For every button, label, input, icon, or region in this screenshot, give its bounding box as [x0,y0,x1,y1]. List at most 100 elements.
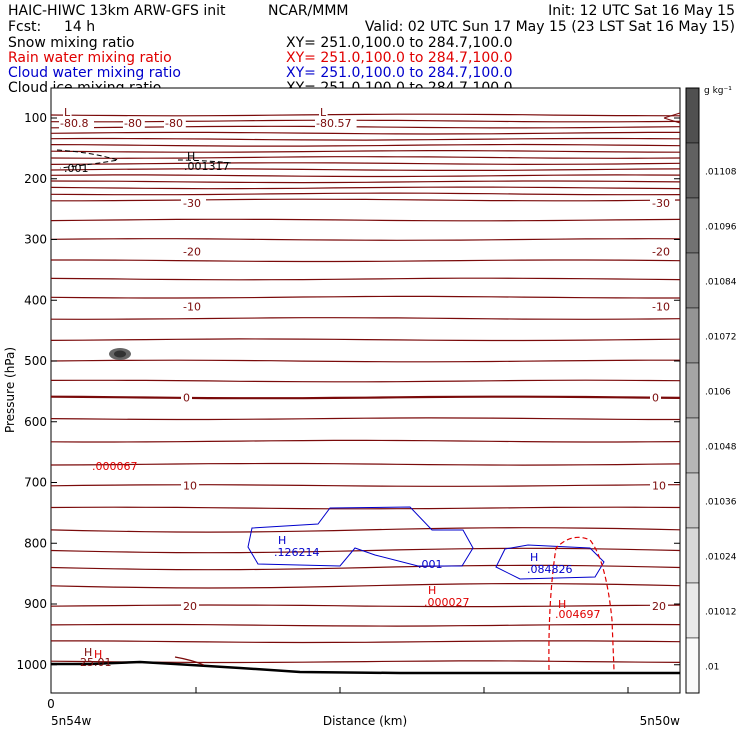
temperature-isoline [50,604,681,608]
plot-area: L-80.8 -80 -80L-80.57-30 -30-20 -20-10 -100 01… [16,87,681,694]
feature-annotation: .126214 [274,546,320,559]
colorbar-segment [685,417,700,474]
snow-contour [177,159,233,164]
temperature-isoline [50,527,681,533]
plot-frame [50,87,681,694]
temperature-isoline [50,162,681,166]
feature-annotation: H [558,598,566,611]
temperature-isoline [50,359,680,363]
temperature-isoline [50,317,681,320]
label-mask [650,197,675,210]
colorbar-label: .01084 [705,278,737,288]
temperature-isoline [50,131,680,135]
valid-time: Valid: 02 UTC Sun 17 May 15 (23 LST Sat … [365,19,735,35]
temperature-isoline [50,156,681,159]
temperature-isoline [50,125,681,129]
temperature-label-left: 0 [183,391,190,404]
temperature-label-right: 10 [652,480,666,493]
temperature-isoline [50,143,681,147]
y-axis-label: Pressure (hPa) [3,347,17,433]
temperature-isoline [50,295,680,299]
legend-entry-xy: XY= 251.0,100.0 to 284.7,100.0 [286,35,513,51]
label-mask [181,479,199,492]
temperature-label-right: -10 [652,300,670,313]
snow-contour [56,149,119,169]
hydrometeor-contours [51,112,681,675]
temperature-isoline-fragment [174,656,205,666]
temperature-label-right: -30 [652,197,670,210]
x-axis-label: Distance (km) [323,714,407,728]
top-contour-label: L [64,106,71,119]
terrain-line [51,660,680,675]
colorbar-segment [685,472,700,529]
temperature-isoline [51,259,681,263]
init-time: Init: 12 UTC Sat 16 May 15 [548,3,735,19]
temperature-isoline [50,192,681,196]
colorbar-frame [685,87,700,694]
institution-label: NCAR/MMM [268,3,349,19]
temperature-isoline [50,180,681,184]
label-mask [181,197,206,210]
colorbar: g kg⁻¹ .01 .01012 .01024 .01036 .01048 .0106.… [685,86,737,694]
feature-annotation: .084826 [527,563,573,576]
colorbar-unit: g kg⁻¹ [704,86,732,96]
temperature-isoline [50,338,681,342]
colorbar-segment [685,142,700,199]
colorbar-segment [685,87,700,144]
label-mask [181,300,206,313]
y-tick-label: 100 [24,111,47,125]
ice-shading-core [114,350,126,358]
feature-annotation: .001 [418,558,443,571]
legend-entry-xy: XY= 251.0,100.0 to 284.7,100.0 [286,65,513,81]
colorbar-label: .0106 [705,388,731,398]
label-mask [63,107,72,118]
contour-labels: L-80.8 -80 -80L-80.57-30 -30-20 -20-10 -100 01… [59,106,675,669]
temperature-label-left: 20 [183,600,197,613]
colorbar-label: .01108 [705,168,737,178]
feature-annotation: 25.01 [80,656,112,669]
temperature-isoline [50,113,681,117]
feature-annotation: H [278,534,286,547]
colorbar-segment [685,527,700,584]
temperature-isoline [50,277,681,281]
y-tick-label: 800 [24,536,47,550]
x-start-label: 5n54w [51,714,92,728]
x-axis [195,687,629,693]
colorbar-label: .01048 [705,443,737,453]
temperature-isoline [50,150,681,153]
figure-title: HAIC-HIWC 13km ARW-GFS init [8,3,226,19]
y-tick-label: 400 [24,293,47,307]
feature-annotation: H [428,584,436,597]
y-tick-label: 200 [24,172,47,186]
edge-mark [663,112,681,124]
cloud-water-contour [495,544,605,580]
temperature-isoline [50,119,681,123]
rain-contour [548,536,615,671]
top-contour-label: -80.8 [60,117,88,130]
temperature-label-right: 20 [652,600,666,613]
temperature-isoline [50,137,681,141]
label-mask [319,107,328,118]
temperature-label-left: 10 [183,480,197,493]
temperature-isoline [50,174,681,178]
feature-annotation: .001 [64,162,89,175]
temperature-isoline [50,506,681,510]
colorbar-label: .01 [705,663,719,673]
top-contour-label: -80 [165,117,183,130]
label-mask [181,391,192,404]
feature-annotation: .000027 [424,596,470,609]
label-mask [650,479,668,492]
y-tick-label: 900 [24,597,47,611]
label-mask [181,599,199,612]
label-mask [650,599,668,612]
colorbar-segment [685,307,700,364]
forecast-label: Fcst: [8,19,41,35]
feature-annotation: H [84,646,92,659]
label-mask [650,300,675,313]
colorbar-label: .01012 [705,608,737,618]
temperature-isoline [51,198,681,202]
x-tick-zero: 0 [47,697,55,711]
temperature-isoline [51,640,681,644]
y-tick-label: 1000 [16,658,47,672]
